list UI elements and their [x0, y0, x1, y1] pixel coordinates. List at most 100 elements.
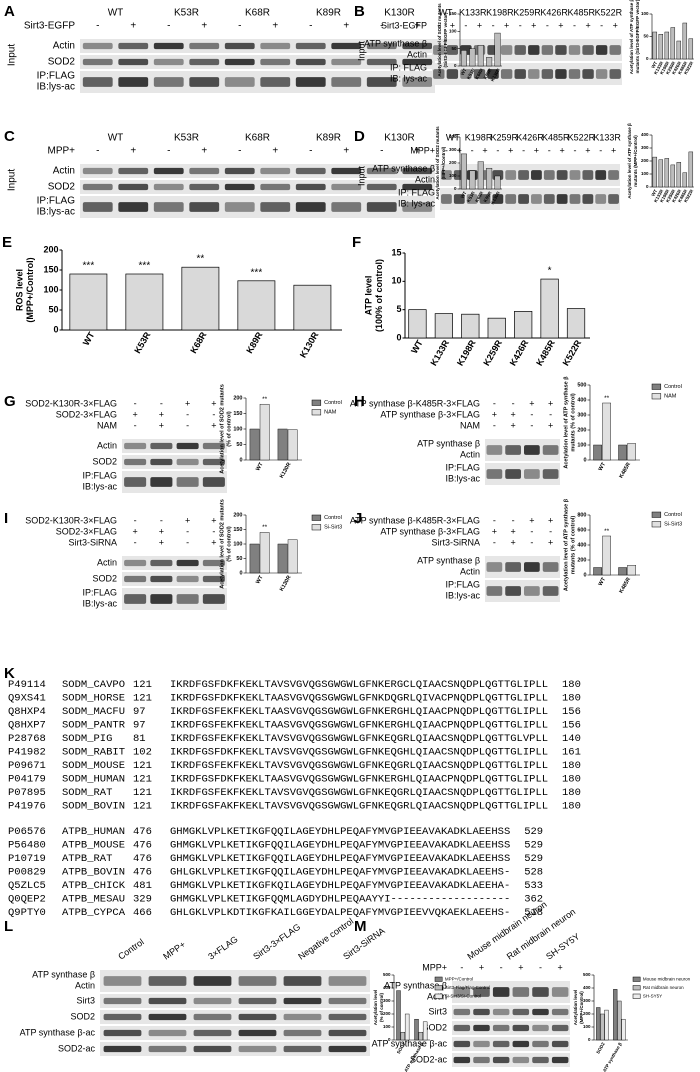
row-label: SOD2-ac — [58, 1043, 96, 1053]
condition-sign: - — [309, 146, 312, 157]
condition-sign: + — [548, 537, 553, 547]
condition-label: SOD2-3×FLAG — [56, 526, 117, 536]
blot-strip — [100, 970, 370, 992]
condition-sign: + — [477, 20, 482, 30]
y-tick-label: 0 — [454, 63, 457, 68]
band — [551, 1024, 569, 1032]
legend-label: Control — [324, 515, 342, 521]
x-tick-label: K198R — [455, 338, 478, 368]
y-tick-label: 300 — [641, 145, 649, 150]
condition-sign: + — [482, 145, 487, 155]
x-tick-label: K485R — [618, 462, 632, 480]
band — [260, 183, 291, 191]
bar — [422, 1021, 428, 1041]
bar — [618, 444, 627, 461]
alignment-cell: SODM_RAT — [62, 787, 112, 799]
condition-sign: + — [272, 146, 278, 157]
band — [224, 58, 255, 66]
band — [473, 1056, 490, 1064]
alignment-end: 156 — [562, 706, 581, 718]
row-label: IP: FLAG — [398, 187, 435, 197]
band — [582, 170, 594, 180]
alignment-cell: P09671 — [8, 760, 46, 772]
alignment-cell: 121 — [133, 787, 152, 799]
x-tick-label: K68R — [474, 67, 484, 80]
bar — [460, 153, 467, 190]
bar — [259, 403, 270, 461]
row-label: IP:FLAG — [37, 196, 76, 207]
condition-label: Sirt3-SiRNA — [431, 537, 480, 547]
y-tick-label: 150 — [43, 264, 58, 274]
band — [608, 194, 619, 204]
band — [453, 1040, 471, 1048]
legend-label: MPP+/Control — [445, 976, 473, 981]
alignment-cell: GHMGKLVPLKETIKGFKQILAGEYDHLPEQAFYMVGPIEE… — [170, 880, 510, 892]
blot-strip — [122, 572, 227, 586]
alignment-cell: P56480 — [8, 839, 46, 851]
x-tick-label: K89R — [244, 330, 264, 355]
lane-label: WT — [108, 133, 124, 144]
x-tick-label: K133R — [428, 338, 451, 368]
alignment-end: 156 — [562, 719, 581, 731]
y-tick-label: 600 — [577, 527, 586, 533]
band — [238, 1013, 277, 1021]
significance: ** — [262, 396, 268, 403]
condition-sign: - — [496, 145, 499, 155]
band — [487, 69, 499, 79]
condition-sign: + — [548, 420, 553, 430]
lane-label: K68R — [245, 8, 270, 19]
lane-label: Control — [116, 937, 146, 962]
band — [176, 477, 199, 487]
bar — [596, 1007, 601, 1041]
band — [295, 202, 326, 212]
alignment-end: 529 — [524, 839, 543, 851]
panel-letter: B — [354, 3, 365, 20]
y-tick-label: 200 — [383, 1011, 391, 1016]
blot-strip — [80, 180, 435, 194]
band — [202, 442, 225, 450]
x-tick-label: K522R — [683, 60, 695, 75]
band — [295, 167, 326, 175]
band — [118, 42, 149, 50]
band — [193, 1013, 232, 1021]
band — [331, 167, 362, 175]
band — [260, 42, 291, 50]
condition-sign: + — [613, 20, 618, 30]
lane-label: K130R — [384, 8, 415, 19]
y-tick-label: 400 — [641, 132, 649, 137]
band — [492, 1056, 510, 1064]
legend-label: NAM — [664, 394, 677, 400]
row-label: Actin — [97, 557, 117, 567]
y-tick-label: 200 — [43, 244, 58, 254]
condition-label: ATP synthase β-3×FLAG — [380, 526, 480, 536]
band — [460, 69, 472, 79]
blot-strip — [485, 463, 560, 485]
condition-sign: + — [211, 537, 216, 547]
alignment-cell: 121 — [133, 773, 152, 785]
band — [150, 458, 173, 466]
band — [150, 559, 173, 567]
alignment-end: 140 — [562, 733, 581, 745]
band — [402, 202, 433, 212]
band — [176, 575, 199, 583]
condition-sign: + — [518, 962, 523, 972]
panel-letter: I — [4, 510, 8, 527]
band — [82, 202, 113, 212]
condition-sign: + — [529, 515, 534, 525]
alignment-end: 180 — [562, 760, 581, 772]
y-tick-label: 100 — [449, 29, 457, 34]
alignment-cell: 121 — [133, 679, 152, 691]
band — [148, 1013, 187, 1021]
band — [153, 58, 184, 66]
side-label: Input — [7, 169, 18, 191]
significance: *** — [139, 261, 151, 272]
row-label: Actin — [460, 449, 480, 459]
y-tick-label: 5 — [396, 304, 401, 314]
band — [524, 445, 540, 455]
y-tick-label: 200 — [449, 160, 457, 165]
y-tick-label: 100 — [233, 426, 242, 432]
alignment-cell: GHLGKLVPLKETIKGFQQILAGEYDHLPEQAFYMVGPIEE… — [170, 866, 510, 878]
bar — [514, 311, 533, 339]
blot-strip — [80, 164, 435, 178]
bar — [566, 308, 586, 339]
